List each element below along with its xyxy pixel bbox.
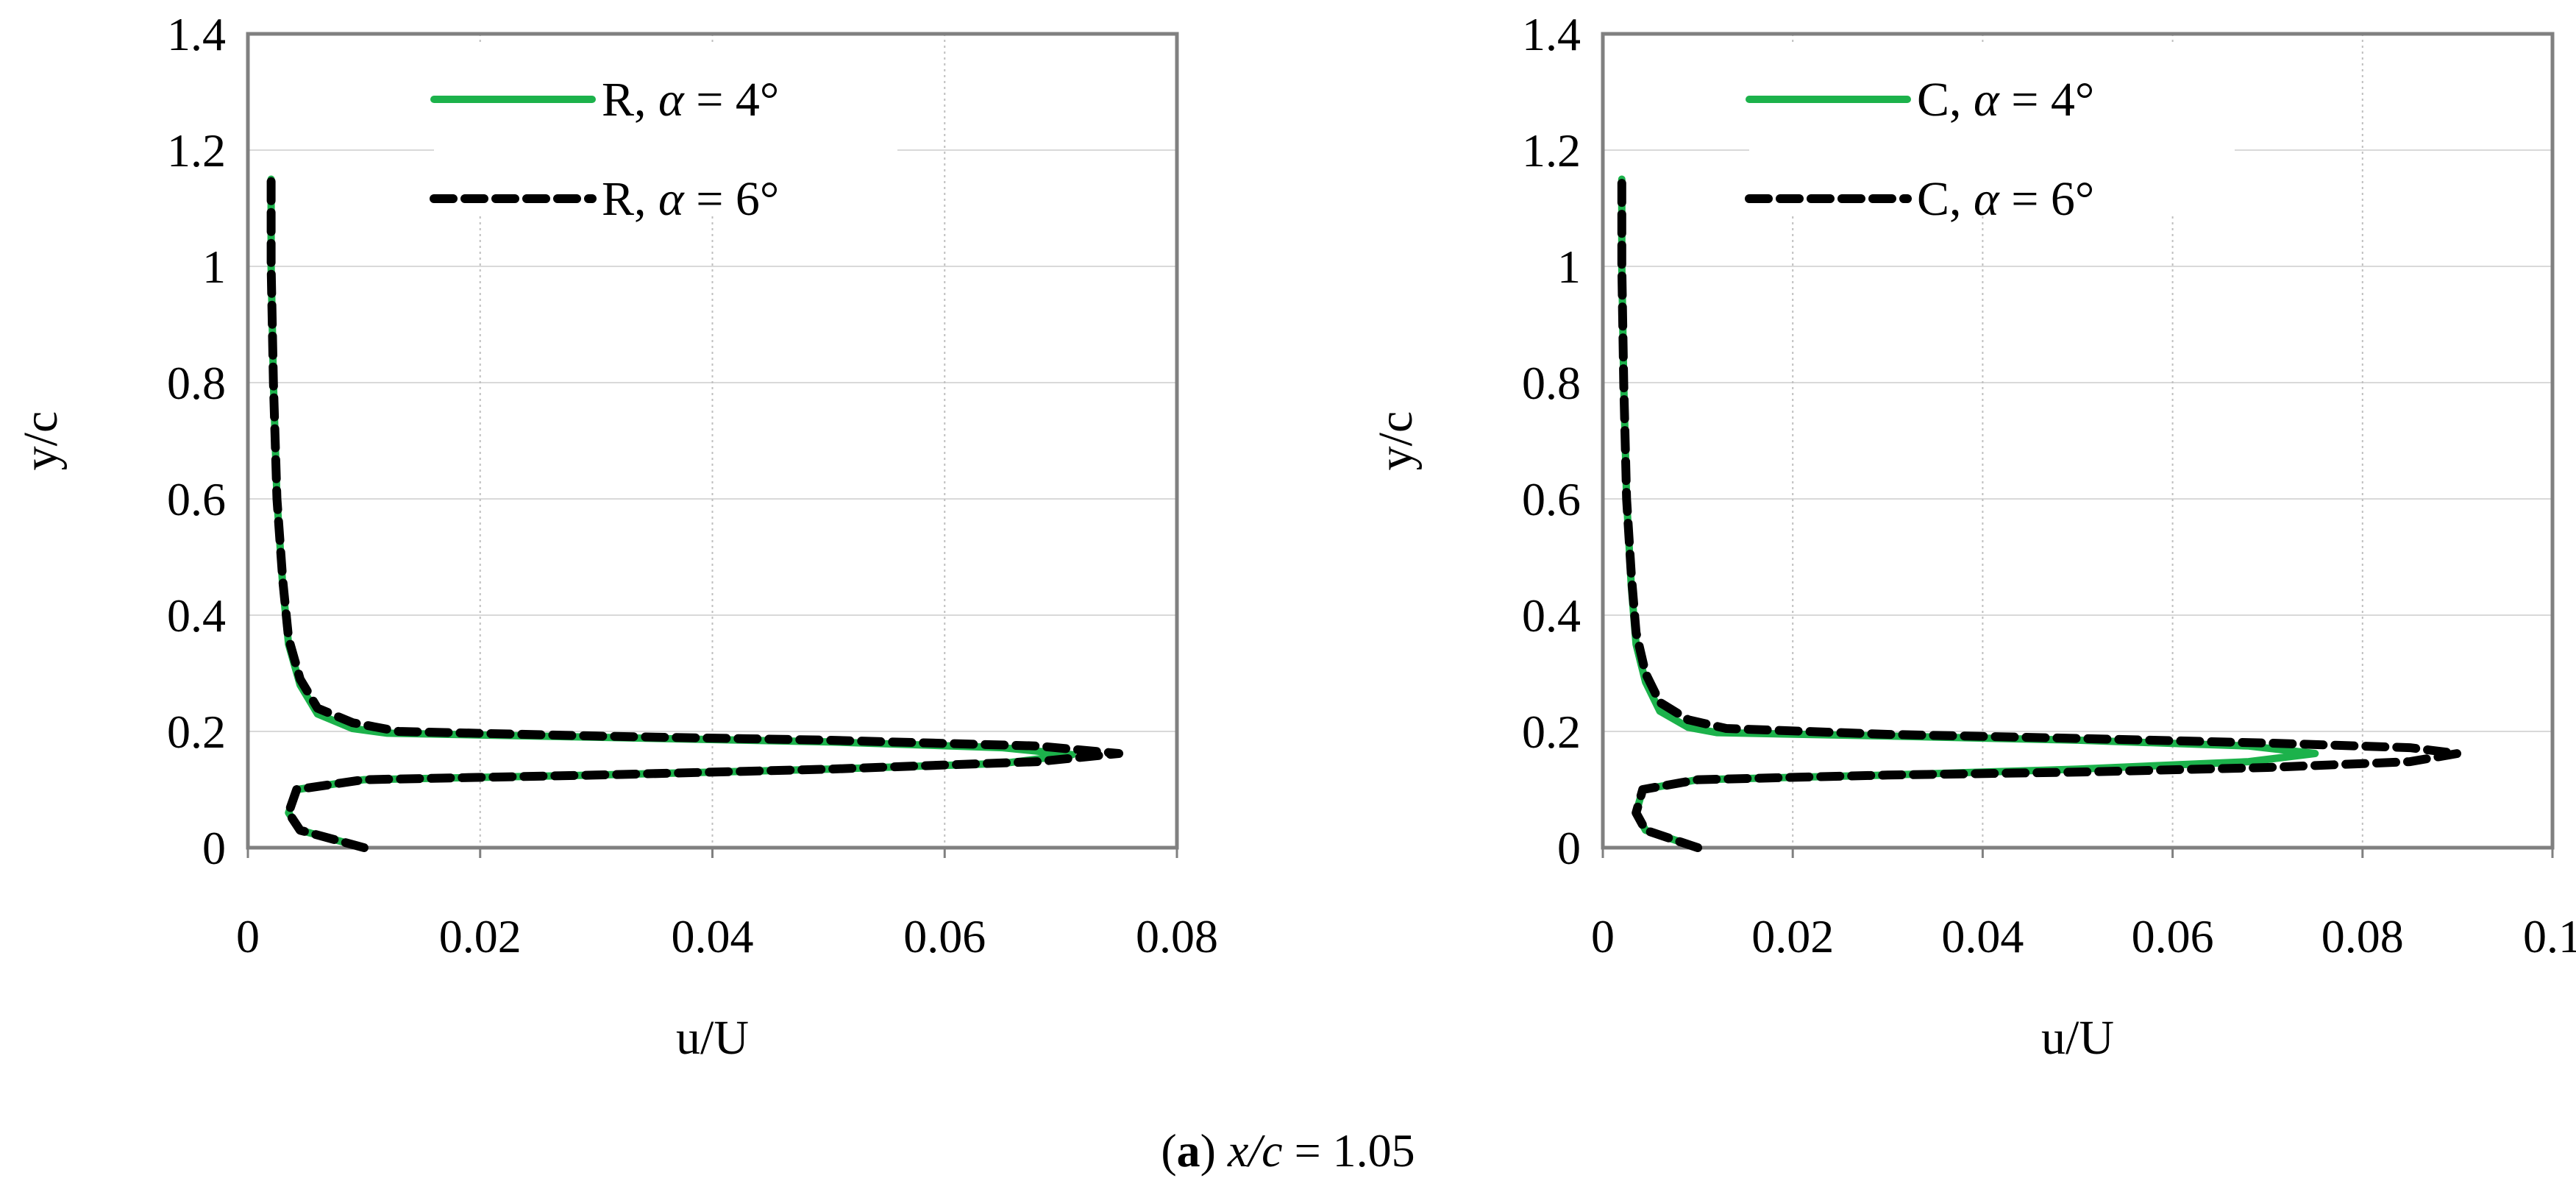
x-tick-label: 0.08 xyxy=(1136,910,1218,962)
x-tick-label: 0 xyxy=(236,910,260,962)
x-tick-label: 0 xyxy=(1591,910,1615,962)
series-line-solid xyxy=(1618,175,2319,851)
legend-label: C, α = 6° xyxy=(1917,172,2094,226)
legend-label-suffix: = 6° xyxy=(684,172,780,226)
y-axis-label: y/c xyxy=(1369,411,1423,471)
x-tick-label: 0.06 xyxy=(2132,910,2214,962)
y-tick-label: 1.4 xyxy=(167,8,226,60)
y-axis-label: y/c xyxy=(14,411,68,471)
caption-value: = 1.05 xyxy=(1283,1124,1415,1177)
y-tick-label: 1.2 xyxy=(1522,124,1581,177)
y-tick-label: 0.4 xyxy=(167,589,226,642)
legend-box xyxy=(1749,44,2235,213)
legend-box xyxy=(434,44,897,213)
legend-label: R, α = 6° xyxy=(602,172,779,226)
caption-variable: x/c xyxy=(1227,1124,1283,1177)
x-tick-label: 0.1 xyxy=(2523,910,2576,962)
legend-label-suffix: = 6° xyxy=(1999,172,2095,226)
x-axis-label: u/U xyxy=(676,1011,749,1065)
y-tick-label: 0.8 xyxy=(1522,357,1581,409)
x-tick-label: 0.02 xyxy=(439,910,522,962)
x-tick-label: 0.04 xyxy=(672,910,754,962)
legend-label-suffix: = 4° xyxy=(684,73,780,127)
legend-label-symbol: α xyxy=(658,172,685,226)
figure-caption: (a) x/c = 1.05 xyxy=(1161,1124,1415,1177)
y-tick-label: 0.4 xyxy=(1522,589,1581,642)
legend-label-suffix: = 4° xyxy=(1999,73,2095,127)
y-tick-label: 1 xyxy=(1557,241,1581,293)
legend-label-prefix: R, xyxy=(602,73,658,127)
y-tick-label: 1.2 xyxy=(167,124,226,177)
y-tick-label: 0 xyxy=(202,822,226,874)
chart-left-rectangular: 0 0.2 0.4 0.6 0.8 1 1.2 1.4 0 0.02 0.04 0.06 0.08 u/U… xyxy=(14,8,1218,1065)
y-tick-label: 0.8 xyxy=(167,357,226,409)
series-line-dashed xyxy=(1617,174,2462,852)
legend-label-symbol: α xyxy=(658,73,685,127)
x-tick-label: 0.02 xyxy=(1751,910,1834,962)
y-tick-label: 0.2 xyxy=(1522,706,1581,758)
plot-frame xyxy=(246,32,1179,850)
series-line-dashed xyxy=(266,174,1124,852)
y-tick-label: 0 xyxy=(1557,822,1581,874)
y-tick-label: 1.4 xyxy=(1522,8,1581,60)
legend-label: R, α = 4° xyxy=(602,73,779,127)
legend-label: C, α = 4° xyxy=(1917,73,2094,127)
legend-label-symbol: α xyxy=(1974,172,2000,226)
y-tick-label: 0.6 xyxy=(1522,473,1581,525)
chart-right-circular: 0 0.2 0.4 0.6 0.8 1 1.2 1.4 0 0.02 0.04 0.06 0.08 0.1… xyxy=(1369,8,2576,1065)
x-tick-label: 0.08 xyxy=(2321,910,2404,962)
x-axis-label: u/U xyxy=(2041,1011,2114,1065)
y-tick-label: 0.6 xyxy=(167,473,226,525)
legend-label-symbol: α xyxy=(1974,73,2000,127)
legend-label-prefix: R, xyxy=(602,172,658,226)
y-tick-label: 0.2 xyxy=(167,706,226,758)
y-tick-label: 1 xyxy=(202,241,226,293)
x-tick-label: 0.04 xyxy=(1941,910,2024,962)
caption-letter: a xyxy=(1177,1124,1200,1177)
plot-frame xyxy=(1601,32,2555,850)
legend-label-prefix: C, xyxy=(1917,73,1974,127)
x-tick-label: 0.06 xyxy=(903,910,986,962)
legend-label-prefix: C, xyxy=(1917,172,1974,226)
